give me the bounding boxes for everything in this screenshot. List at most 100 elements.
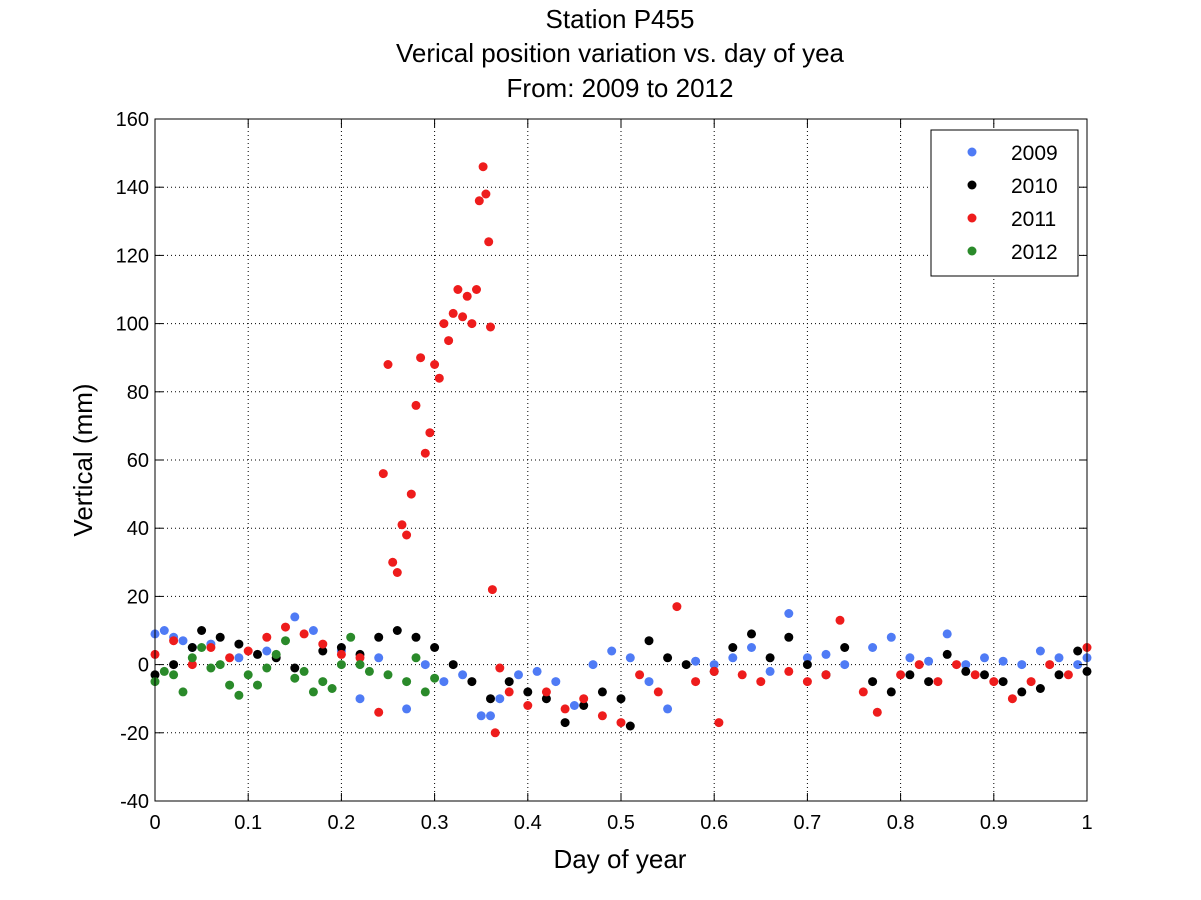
legend-box (930, 129, 1079, 277)
data-point (420, 687, 430, 697)
data-point (388, 557, 398, 567)
x-tick-labels: 0 0.1 0.2 0.3 0.4 0.5 0.6 0.7 0.8 0.9 1 (149, 812, 1092, 834)
data-point (336, 660, 346, 670)
data-point (802, 653, 812, 663)
data-point (1073, 646, 1083, 656)
x-tick-label: 0.1 (234, 812, 262, 834)
data-point (448, 660, 458, 670)
data-point (318, 639, 328, 649)
data-point (243, 670, 253, 680)
data-point (961, 666, 971, 676)
y-tick-label: 80 (127, 382, 149, 404)
data-point (1035, 646, 1045, 656)
data-point (924, 656, 934, 666)
data-point (402, 677, 412, 687)
data-point (234, 690, 244, 700)
data-point (187, 643, 197, 652)
y-tick-label: 40 (127, 518, 149, 540)
data-point (1063, 670, 1073, 680)
data-point (253, 649, 262, 659)
data-point (271, 649, 281, 659)
data-point (253, 680, 262, 690)
data-point (579, 694, 589, 704)
data-point (187, 660, 197, 670)
data-point (434, 373, 444, 383)
data-point (206, 643, 216, 652)
legend-label: 2011 (1011, 208, 1056, 231)
data-point (290, 612, 300, 622)
data-point (504, 677, 514, 687)
data-point (1007, 694, 1017, 704)
data-point (355, 694, 365, 704)
data-point (486, 694, 495, 704)
data-point (225, 680, 235, 690)
series-2011 (150, 162, 1092, 738)
data-point (1026, 677, 1036, 687)
data-point (709, 666, 719, 676)
data-point (532, 666, 542, 676)
data-point (597, 711, 607, 721)
data-point (588, 660, 598, 670)
data-point (486, 322, 495, 332)
data-point (607, 646, 617, 656)
data-point (374, 653, 384, 663)
data-point (551, 677, 561, 687)
data-point (495, 694, 505, 704)
legend-marker (967, 147, 977, 157)
data-point (416, 353, 426, 363)
data-point (290, 673, 300, 683)
data-point (308, 626, 318, 635)
x-tick-label: 0.5 (607, 812, 635, 834)
y-tick-label: 120 (116, 245, 149, 267)
data-point (159, 666, 169, 676)
data-point (840, 643, 850, 652)
data-point (225, 653, 235, 663)
data-point (569, 701, 579, 710)
data-point (709, 660, 719, 670)
data-point (215, 660, 225, 670)
data-point (420, 448, 430, 458)
data-point (663, 653, 673, 663)
data-point (653, 687, 663, 697)
x-tick-label: 0.3 (421, 812, 449, 834)
data-point (402, 704, 412, 714)
data-point (681, 660, 691, 670)
data-point (868, 677, 878, 687)
legend: 2009 2010 2011 2012 (930, 129, 1079, 277)
data-point (439, 319, 449, 329)
data-point (374, 707, 384, 717)
data-point (467, 319, 477, 329)
data-point (495, 663, 505, 673)
y-tick-label: 0 (138, 655, 149, 677)
data-point (169, 636, 179, 646)
data-point (905, 670, 915, 680)
data-point (942, 649, 952, 659)
data-point (197, 643, 207, 652)
data-point (411, 400, 421, 410)
data-point (383, 670, 393, 680)
data-point (487, 585, 497, 595)
data-point (392, 568, 402, 577)
data-point (178, 636, 188, 646)
data-point (318, 677, 328, 687)
data-point (691, 656, 701, 666)
data-point (672, 602, 682, 612)
data-point (318, 646, 328, 656)
data-point (835, 615, 845, 625)
data-point (206, 663, 216, 673)
data-point (234, 639, 244, 649)
data-point (355, 653, 365, 663)
axis-ticks (154, 118, 1088, 802)
y-tick-label: 60 (127, 450, 149, 472)
data-point (998, 656, 1008, 666)
data-point (169, 670, 179, 680)
data-point (728, 643, 738, 652)
data-point (486, 711, 495, 721)
data-point (747, 643, 756, 652)
data-point (784, 632, 794, 642)
x-tick-label: 1 (1081, 812, 1092, 834)
data-point (420, 660, 430, 670)
data-point (299, 666, 309, 676)
data-point (765, 666, 775, 676)
